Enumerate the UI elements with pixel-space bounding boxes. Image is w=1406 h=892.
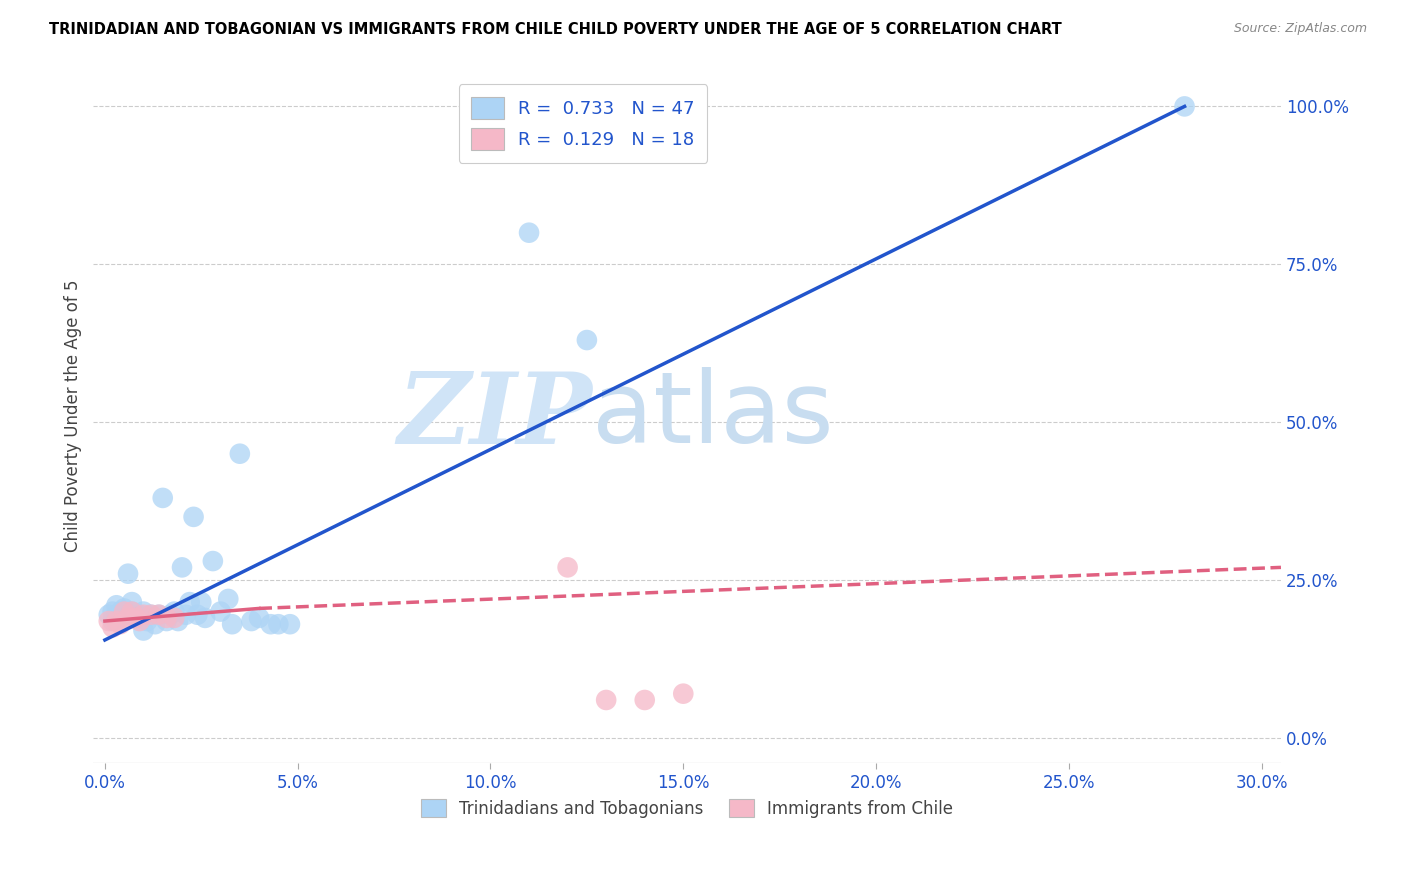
Point xyxy=(557,560,579,574)
Point xyxy=(117,566,139,581)
Point xyxy=(174,607,197,622)
Text: Source: ZipAtlas.com: Source: ZipAtlas.com xyxy=(1233,22,1367,36)
Point xyxy=(97,607,120,622)
Point xyxy=(194,611,217,625)
Point xyxy=(143,617,166,632)
Point xyxy=(148,607,170,622)
Point xyxy=(159,607,181,622)
Point xyxy=(112,605,135,619)
Point xyxy=(101,605,124,619)
Point xyxy=(132,624,155,638)
Point xyxy=(163,611,186,625)
Point xyxy=(121,605,143,619)
Point xyxy=(105,607,128,622)
Point xyxy=(136,614,159,628)
Point xyxy=(190,595,212,609)
Point xyxy=(105,599,128,613)
Text: TRINIDADIAN AND TOBAGONIAN VS IMMIGRANTS FROM CHILE CHILD POVERTY UNDER THE AGE : TRINIDADIAN AND TOBAGONIAN VS IMMIGRANTS… xyxy=(49,22,1062,37)
Point xyxy=(112,601,135,615)
Point xyxy=(141,607,163,622)
Point xyxy=(110,617,132,632)
Point xyxy=(1174,99,1197,113)
Point xyxy=(240,614,263,628)
Point xyxy=(217,591,239,606)
Point xyxy=(672,687,695,701)
Legend: Trinidadians and Tobagonians, Immigrants from Chile: Trinidadians and Tobagonians, Immigrants… xyxy=(415,792,960,824)
Point xyxy=(121,605,143,619)
Point xyxy=(105,614,128,628)
Point xyxy=(101,620,124,634)
Point xyxy=(260,617,283,632)
Point xyxy=(112,607,135,622)
Point xyxy=(121,595,143,609)
Point xyxy=(595,693,617,707)
Y-axis label: Child Poverty Under the Age of 5: Child Poverty Under the Age of 5 xyxy=(65,279,82,552)
Point xyxy=(267,617,290,632)
Point xyxy=(125,611,148,625)
Point xyxy=(170,560,193,574)
Point xyxy=(132,607,155,622)
Point xyxy=(141,607,163,622)
Point xyxy=(221,617,243,632)
Point xyxy=(148,607,170,622)
Point xyxy=(132,605,155,619)
Point xyxy=(110,605,132,619)
Point xyxy=(125,607,148,622)
Point xyxy=(634,693,657,707)
Text: atlas: atlas xyxy=(592,368,834,465)
Point xyxy=(179,595,201,609)
Point xyxy=(155,611,177,625)
Point xyxy=(101,614,124,628)
Point xyxy=(110,611,132,625)
Point xyxy=(183,509,205,524)
Point xyxy=(278,617,301,632)
Point xyxy=(575,333,598,347)
Point xyxy=(186,607,208,622)
Point xyxy=(229,447,252,461)
Point xyxy=(155,614,177,628)
Point xyxy=(112,607,135,622)
Point xyxy=(117,611,139,625)
Point xyxy=(163,605,186,619)
Point xyxy=(209,605,232,619)
Point xyxy=(201,554,224,568)
Point xyxy=(117,607,139,622)
Point xyxy=(128,614,150,628)
Point xyxy=(97,614,120,628)
Text: ZIP: ZIP xyxy=(396,368,592,464)
Point xyxy=(247,611,270,625)
Point xyxy=(517,226,540,240)
Point xyxy=(128,607,150,622)
Point xyxy=(152,491,174,505)
Point xyxy=(167,614,190,628)
